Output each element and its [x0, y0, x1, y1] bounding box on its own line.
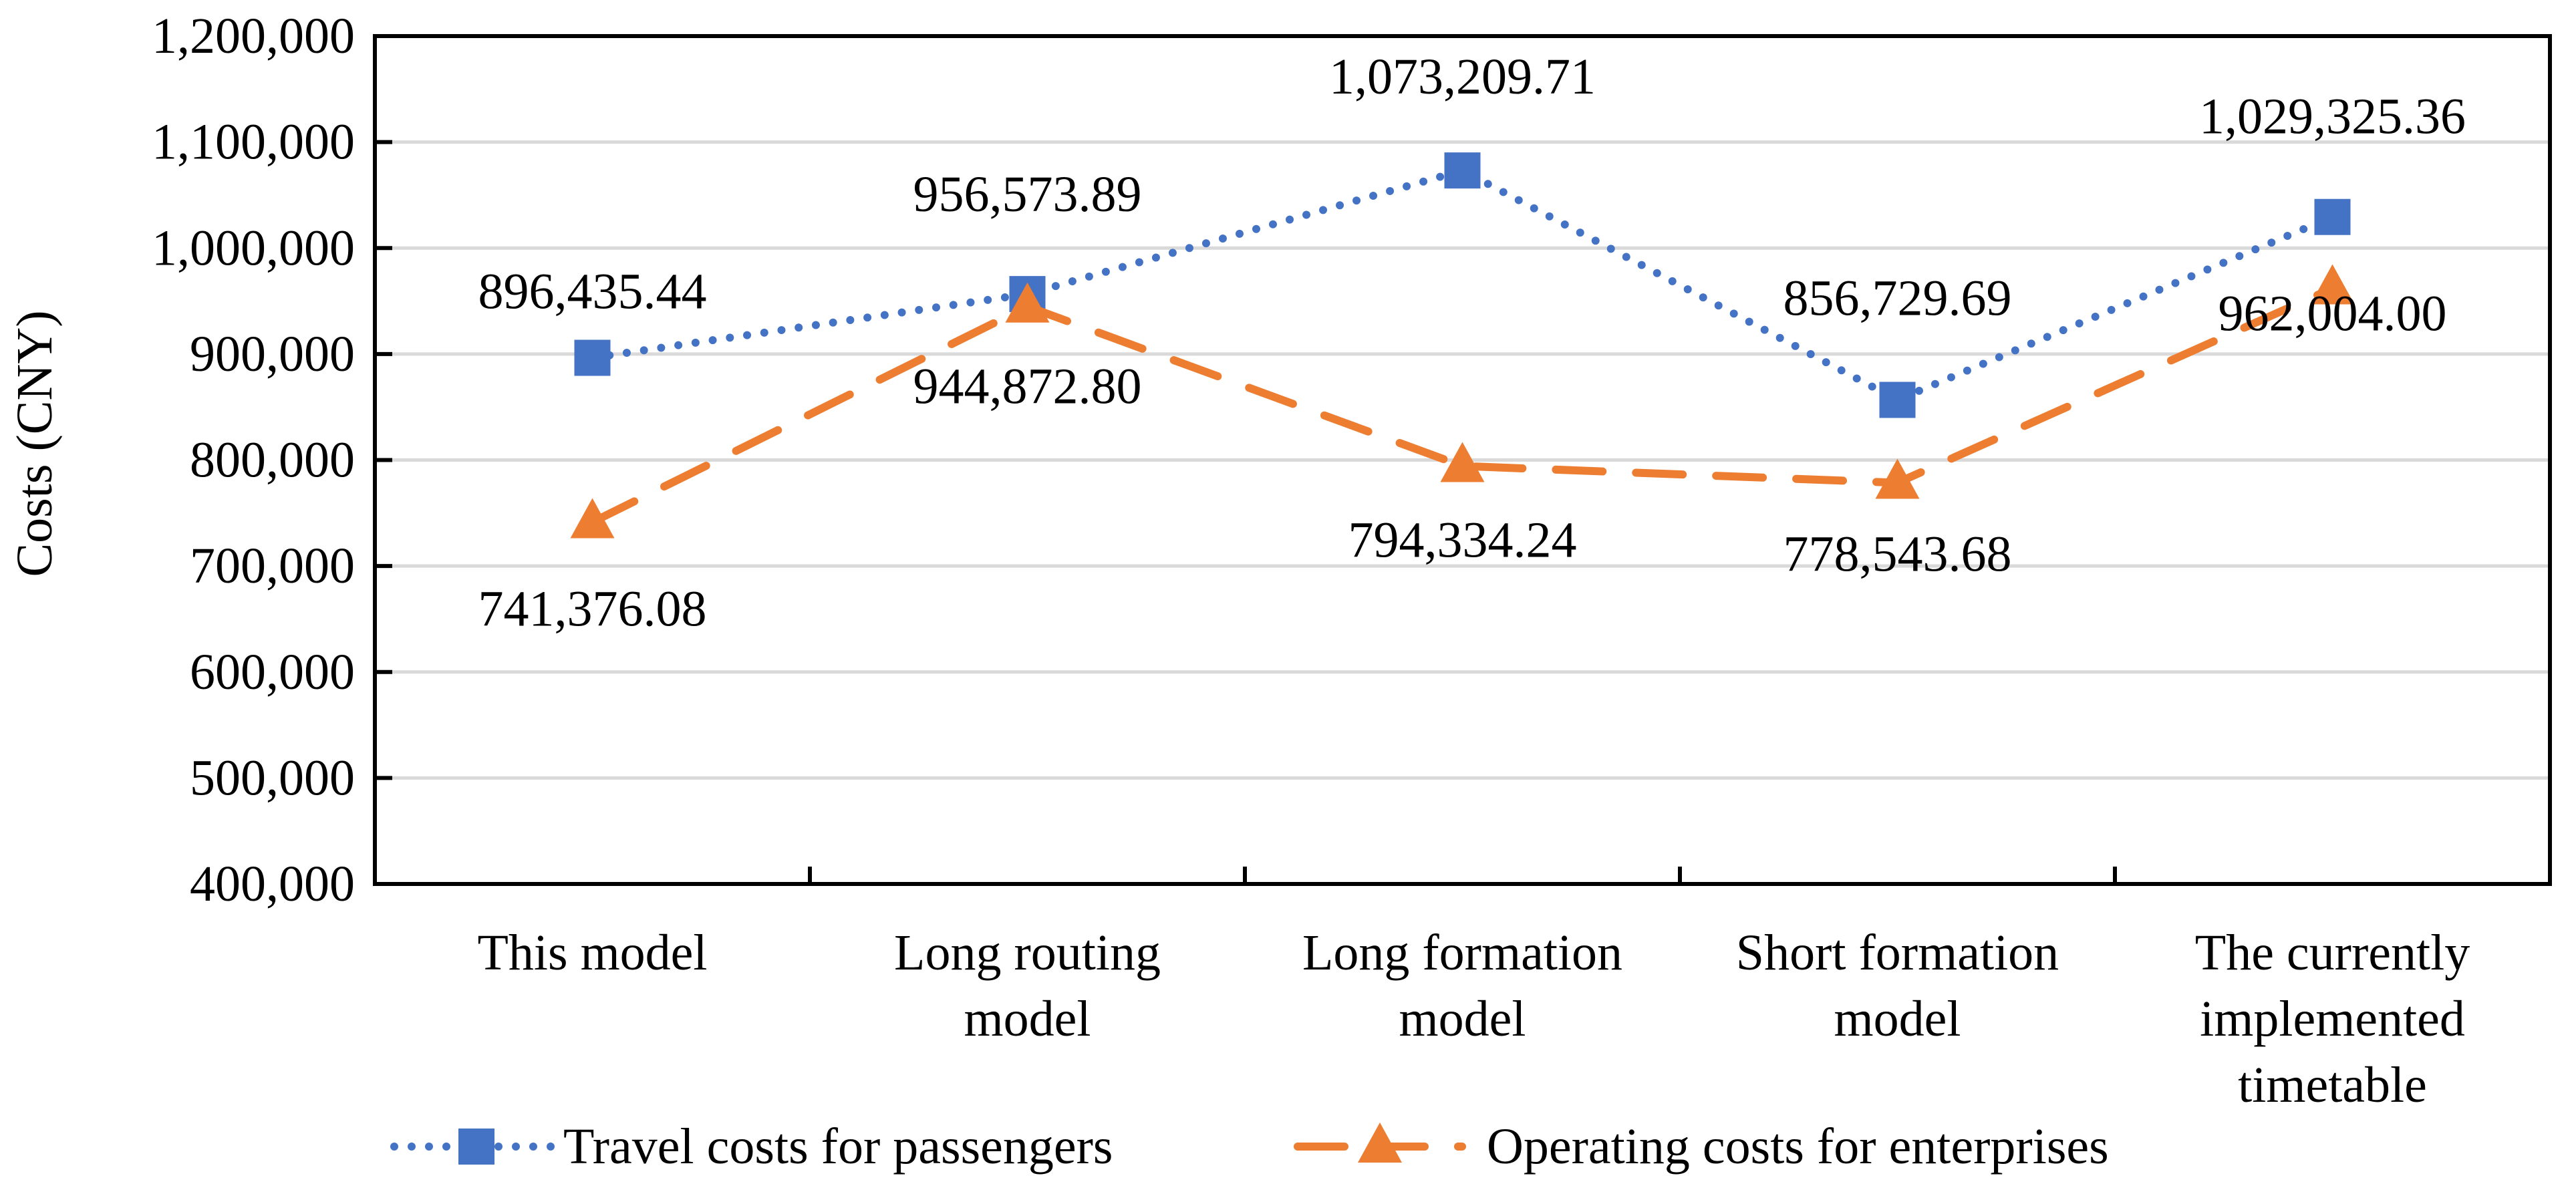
data-point-marker: [1444, 152, 1481, 189]
data-label: 956,573.89: [913, 166, 1142, 222]
data-label: 962,004.00: [2219, 286, 2447, 342]
legend-label: Operating costs for enterprises: [1487, 1118, 2109, 1175]
data-point-marker: [570, 498, 615, 539]
series-line-operating: [588, 284, 2337, 527]
y-tick-label: 700,000: [190, 538, 355, 594]
y-axis-title: Costs (CNY): [7, 310, 63, 577]
x-tick-label: Short formation model: [1736, 925, 2059, 1047]
y-tick-label: 900,000: [190, 326, 355, 382]
x-tick-label: This model: [477, 925, 707, 981]
gridlines: [375, 140, 2550, 780]
data-label: 856,729.69: [1783, 271, 2012, 327]
data-label: 896,435.44: [478, 264, 707, 320]
data-label: 794,334.24: [1348, 512, 1577, 568]
data-point-marker: [1875, 458, 1920, 499]
y-tick-label: 600,000: [190, 644, 355, 700]
x-tick-label: Long routing model: [894, 925, 1161, 1047]
x-tick-label: The currently implemented timetable: [2195, 925, 2470, 1113]
x-tick-labels: This model Long routing model Long formatio…: [477, 925, 2470, 1113]
legend-square-icon: [458, 1129, 494, 1165]
y-tick-label: 800,000: [190, 432, 355, 488]
data-point-marker: [1440, 442, 1485, 482]
data-point-marker: [1005, 282, 1050, 323]
data-labels: 896,435.44 956,573.89 1,073,209.71 856,729.…: [478, 49, 2466, 637]
y-tick-label: 1,100,000: [152, 114, 355, 170]
y-tick-labels: 400,000 500,000 600,000 700,000 800,000 900,0…: [152, 8, 355, 912]
data-point-marker: [2310, 264, 2355, 305]
legend-triangle-icon: [1358, 1122, 1402, 1163]
series: [570, 152, 2355, 539]
legend-label: Travel costs for passengers: [563, 1118, 1113, 1175]
data-label: 741,376.08: [478, 581, 707, 637]
data-label: 944,872.80: [913, 359, 1142, 415]
data-point-marker: [574, 339, 611, 376]
plot-frame: [373, 34, 2552, 886]
data-label: 1,073,209.71: [1329, 49, 1596, 105]
data-label: 778,543.68: [1783, 527, 2012, 583]
y-tick-label: 400,000: [190, 856, 355, 912]
data-point-marker: [2314, 198, 2351, 235]
series-line-travel: [588, 166, 2337, 405]
y-tick-label: 1,000,000: [152, 220, 355, 276]
x-tick-label: Long formation model: [1302, 925, 1622, 1047]
data-label: 1,029,325.36: [2199, 89, 2466, 145]
axes: [373, 34, 2552, 886]
y-tick-label: 1,200,000: [152, 8, 355, 64]
y-tick-label: 500,000: [190, 750, 355, 806]
data-point-marker: [1879, 382, 1916, 418]
legend: Travel costs for passengers Operating cos…: [390, 1118, 2109, 1175]
